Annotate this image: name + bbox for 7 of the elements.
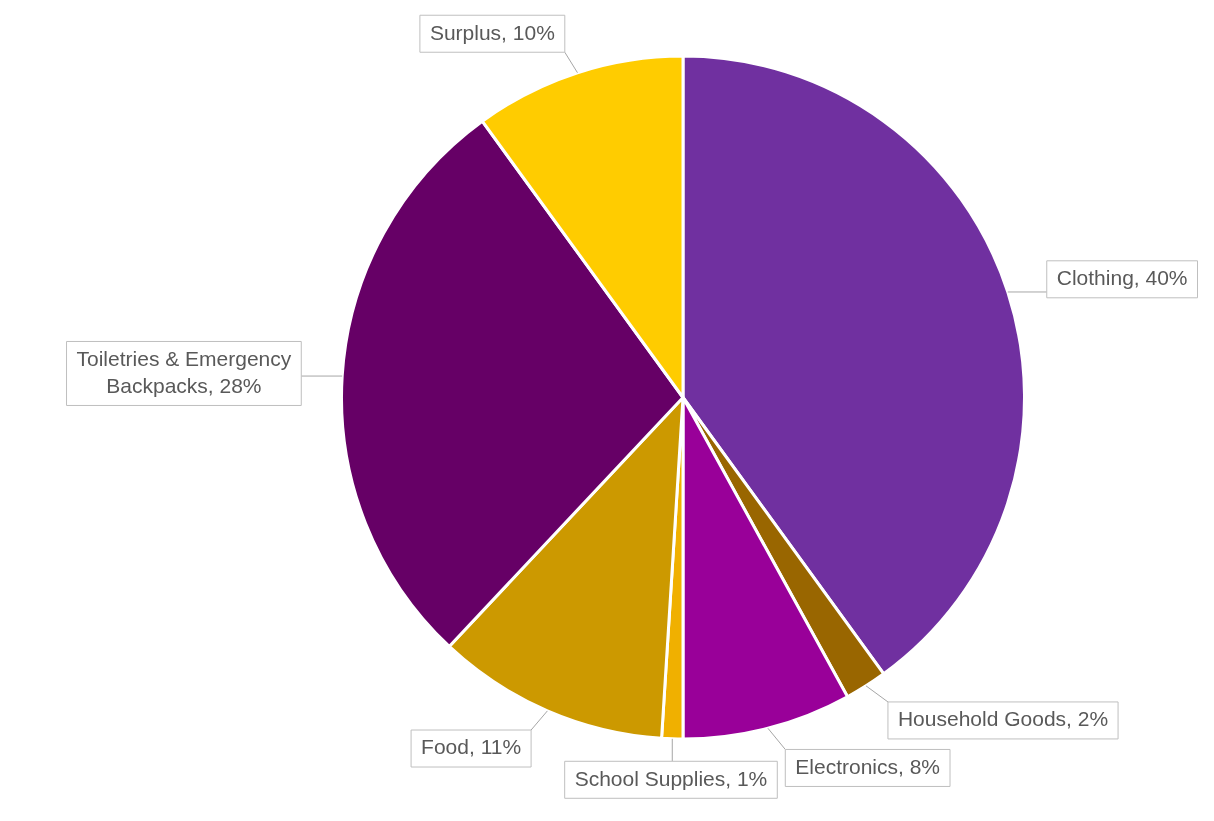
slice-label: Clothing, 40% — [1056, 266, 1188, 290]
slice-label: Toiletries & Emergency Backpacks, 28% — [76, 346, 292, 397]
slice-label: School Supplies, 1% — [574, 766, 768, 790]
slice-label: Food, 11% — [421, 735, 522, 759]
slice-label: Electronics, 8% — [795, 754, 941, 778]
slice-label: Household Goods, 2% — [897, 707, 1109, 731]
slice-label: Surplus, 10% — [429, 20, 555, 44]
